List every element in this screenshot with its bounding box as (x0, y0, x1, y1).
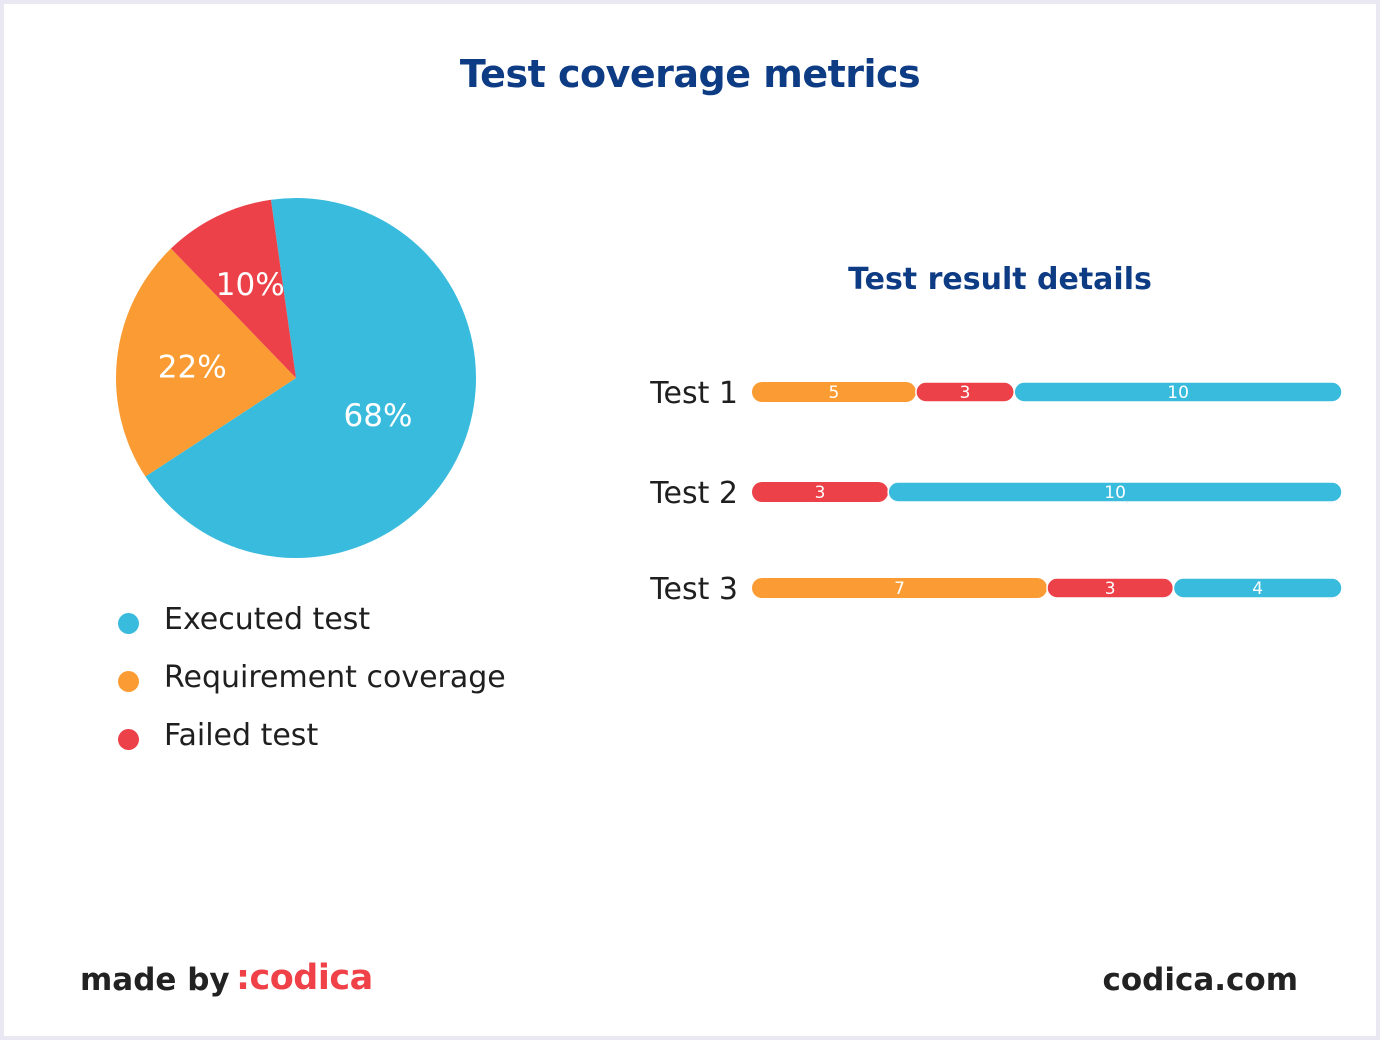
bar-value-test-3-1: 7 (894, 579, 905, 599)
bar-value-test-1-1: 5 (829, 383, 840, 403)
bar-value-test-3-3: 4 (1252, 579, 1263, 599)
legend-swatch-executed (118, 613, 139, 634)
pie-label-requirement-coverage: 22% (158, 349, 227, 385)
bar-segment-test-1-1 (752, 382, 916, 402)
pie-chart: 68% 22% 10% (116, 198, 476, 559)
bar-value-test-1-2: 3 (960, 383, 971, 403)
pie-label-executed-test: 68% (344, 398, 413, 434)
row-label-test-3: Test 3 (649, 572, 738, 607)
bars-title: Test result details (848, 262, 1152, 297)
pie-slice-requirement-coverage (116, 248, 296, 477)
row-label-test-2: Test 2 (649, 476, 738, 511)
bar-value-test-2-2: 10 (1104, 483, 1126, 503)
made-by-label: made by (80, 962, 230, 998)
site-url: codica.com (1102, 962, 1298, 998)
bar-segment-test-2-2 (887, 481, 1343, 503)
page-title: Test coverage metrics (459, 52, 921, 96)
bar-value-test-2-1: 3 (815, 483, 826, 503)
pie-slice-failed-test (170, 199, 296, 378)
legend-label-failed: Failed test (164, 718, 319, 753)
codica-logo: :codica (236, 958, 373, 998)
bar-segment-test-3-3 (1172, 577, 1343, 599)
bar-segment-test-1-3 (1013, 381, 1343, 403)
legend-label-executed: Executed test (164, 602, 371, 637)
bar-value-test-3-2: 3 (1105, 579, 1116, 599)
pie-label-failed-test: 10% (216, 267, 285, 303)
row-label-test-1: Test 1 (649, 376, 738, 411)
bar-value-test-1-3: 10 (1167, 383, 1189, 403)
legend-label-requirement: Requirement coverage (164, 660, 506, 695)
stacked-bar-chart: Test 1 5 3 10 Test 2 3 10 Test 3 7 3 4 (649, 376, 1343, 607)
legend-swatch-failed (118, 729, 139, 750)
bar-segment-test-3-1 (752, 578, 1047, 598)
bar-segment-test-2-1 (752, 482, 889, 502)
pie-slice-executed-test (145, 198, 476, 559)
legend-swatch-requirement (118, 671, 139, 692)
